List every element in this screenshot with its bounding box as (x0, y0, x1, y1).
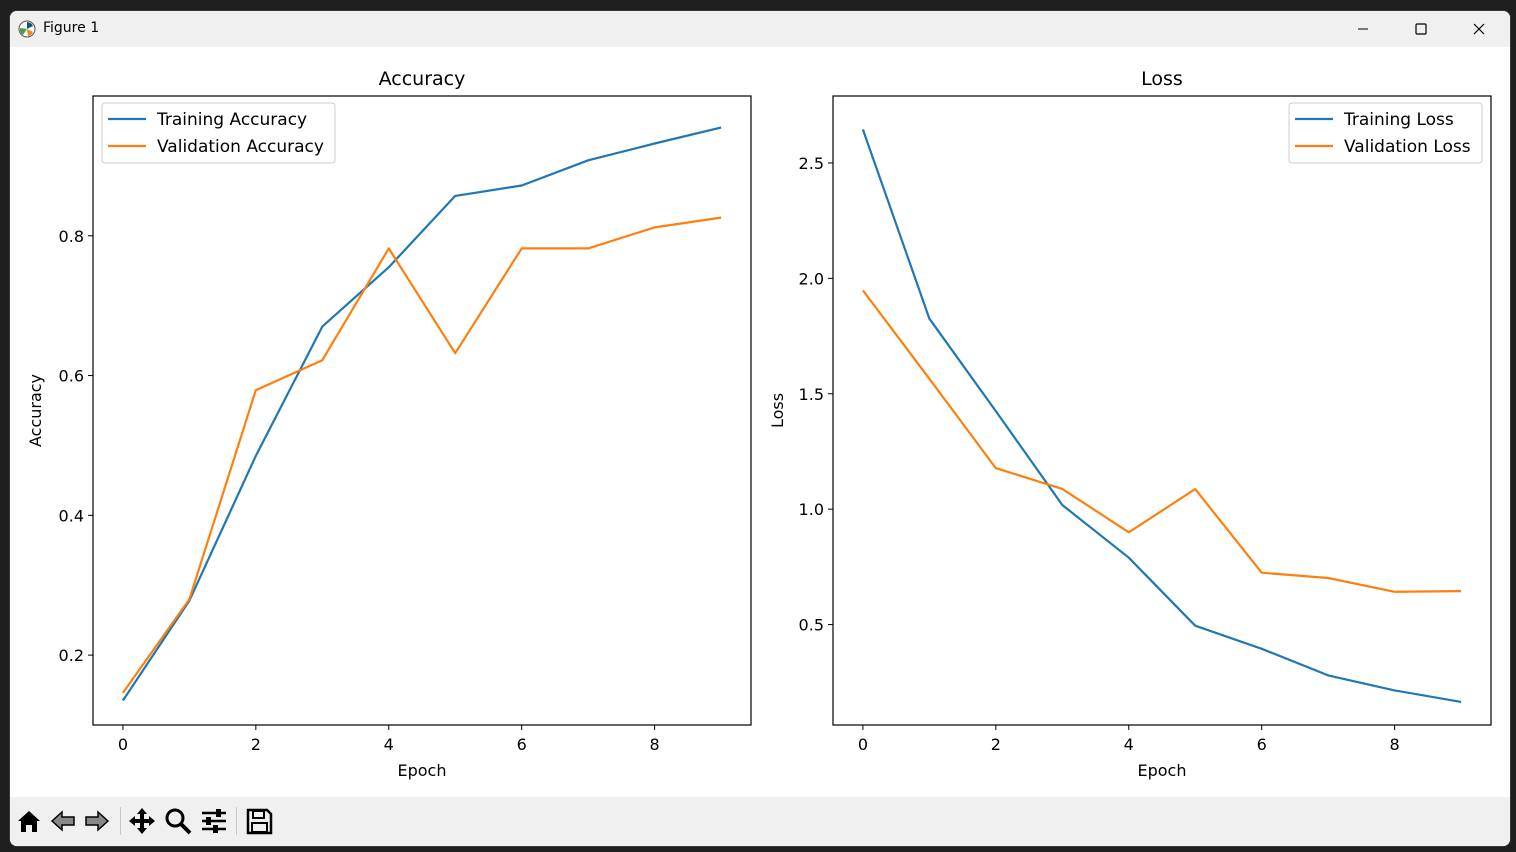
forward-arrow-icon (85, 810, 110, 832)
title-bar[interactable]: Figure 1 (10, 11, 1510, 47)
legend-box (1288, 102, 1483, 164)
x-tick-label: 0 (118, 735, 128, 754)
series-line-0 (861, 129, 1462, 703)
y-axis-label: Loss (768, 393, 787, 428)
series-line-0 (121, 126, 722, 702)
minimize-icon (1358, 28, 1368, 30)
toolbar-separator (120, 807, 121, 835)
y-tick-label: 2.5 (799, 154, 824, 173)
x-tick-label: 6 (517, 735, 527, 754)
navigation-toolbar (10, 797, 1510, 846)
x-tick-label: 4 (1124, 735, 1134, 754)
close-button[interactable] (1450, 11, 1508, 47)
back-arrow-icon (50, 810, 75, 832)
legend: Training Accuracy Validation Accuracy (101, 102, 336, 164)
x-tick-label: 6 (1257, 735, 1267, 754)
y-tick-label: 0.5 (799, 616, 824, 635)
chart-title: Loss (1141, 68, 1183, 90)
y-tick-label: 0.4 (59, 506, 84, 525)
x-tick-label: 2 (251, 735, 261, 754)
x-tick-label: 8 (650, 735, 660, 754)
y-tick-label: 0.8 (59, 227, 84, 246)
axes-frame (832, 95, 1492, 726)
axes-frame (92, 95, 752, 726)
series-line-1 (122, 216, 722, 694)
chart-title: Accuracy (379, 68, 466, 90)
y-tick-label: 1.0 (799, 500, 824, 519)
toolbar-separator (236, 807, 237, 835)
configure-subplots-button[interactable] (198, 805, 230, 837)
subplot-loss: Loss 0 2 4 6 8 0.5 1.0 1.5 2.0 2.5 Epoch Loss Trainin… (768, 68, 1492, 780)
save-button[interactable] (243, 805, 275, 837)
x-axis-label: Epoch (398, 761, 447, 780)
pan-button[interactable] (126, 805, 158, 837)
legend-label: Validation Accuracy (157, 137, 324, 157)
forward-button[interactable] (81, 805, 113, 837)
x-tick-label: 0 (858, 735, 868, 754)
home-button[interactable] (13, 805, 45, 837)
y-tick-label: 0.6 (59, 367, 84, 386)
y-tick-label: 0.2 (59, 646, 84, 665)
y-tick-label: 1.5 (799, 385, 824, 404)
y-tick-label: 2.0 (799, 269, 824, 288)
save-icon (246, 808, 273, 835)
close-icon (1473, 23, 1485, 35)
x-tick-label: 8 (1390, 735, 1400, 754)
x-tick-label: 2 (991, 735, 1001, 754)
legend: Training Loss Validation Loss (1288, 102, 1483, 164)
series-line-1 (862, 289, 1462, 593)
legend-label: Training Loss (1343, 110, 1454, 130)
x-axis-label: Epoch (1138, 761, 1187, 780)
subplot-accuracy: Accuracy 0 2 4 6 8 0.2 0.4 0.6 0.8 Epoch Accuracy Tr… (26, 68, 752, 780)
maximize-button[interactable] (1392, 11, 1450, 47)
zoom-icon (165, 808, 192, 835)
zoom-button[interactable] (162, 805, 194, 837)
back-button[interactable] (47, 805, 79, 837)
legend-label: Validation Loss (1344, 137, 1471, 157)
figure-window: Figure 1 Accuracy 0 2 4 6 8 0.2 0.4 0.6 0.8 Epoch A… (9, 10, 1511, 847)
legend-label: Training Accuracy (156, 110, 307, 130)
figure-svg: Accuracy 0 2 4 6 8 0.2 0.4 0.6 0.8 Epoch Accuracy Tr… (26, 68, 1492, 780)
configure-subplots-icon (202, 809, 226, 833)
home-icon (18, 811, 40, 832)
window-title: Figure 1 (43, 20, 100, 36)
matplotlib-icon (18, 20, 36, 38)
y-axis-label: Accuracy (26, 374, 45, 447)
minimize-button[interactable] (1334, 11, 1392, 47)
pan-icon (129, 808, 155, 834)
figure-canvas[interactable]: Accuracy 0 2 4 6 8 0.2 0.4 0.6 0.8 Epoch Accuracy Tr… (10, 47, 1510, 797)
maximize-icon (1415, 23, 1427, 35)
x-tick-label: 4 (384, 735, 394, 754)
legend-box (101, 102, 336, 164)
